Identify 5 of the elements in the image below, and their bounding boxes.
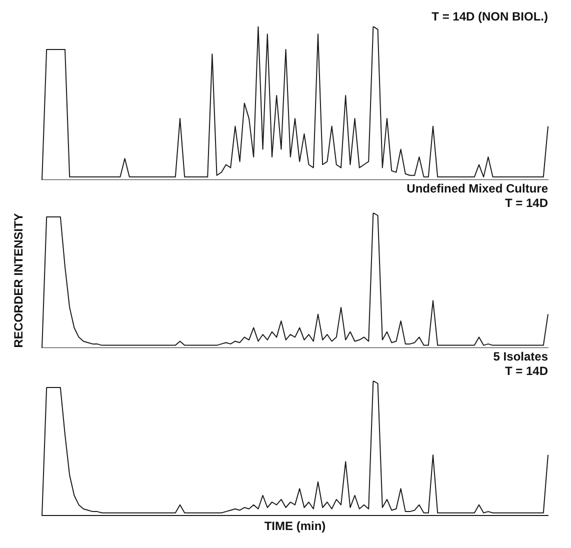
- chart-title: T = 14D (NON BIOL.): [432, 10, 548, 24]
- x-axis-title: TIME (min): [264, 519, 326, 534]
- chart-title: Undefined Mixed Culture T = 14D: [406, 182, 548, 210]
- y-axis-title: RECORDER INTENSITY: [12, 213, 26, 348]
- chart-title: 5 Isolates T = 14D: [493, 350, 548, 378]
